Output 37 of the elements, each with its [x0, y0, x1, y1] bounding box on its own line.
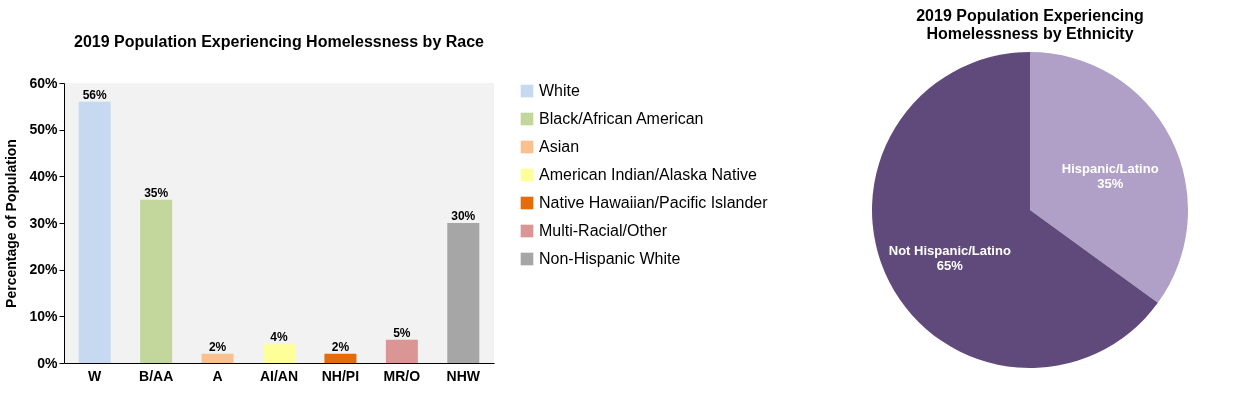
data-label: 5% [393, 325, 411, 340]
x-tick-label: NHW [446, 367, 481, 384]
chart-title: 2019 Population Experiencing Homelessness by Race [74, 33, 485, 50]
legend-label: Multi-Racial/Other [539, 222, 668, 239]
legend-label: American Indian/Alaska Native [539, 166, 757, 183]
y-tick-label: 20% [29, 261, 59, 278]
y-tick-label: 60% [29, 74, 59, 91]
slice-label: Not Hispanic/Latino [888, 242, 1011, 258]
legend-label: Black/African American [539, 110, 704, 127]
pie-slice [1030, 52, 1188, 303]
pie-slice [872, 52, 1158, 368]
chart-title: 2019 Population Experiencing Homelessness by Ethnicity [916, 7, 1144, 42]
data-label: 35% [144, 185, 169, 200]
x-tick-label: MR/O [383, 367, 421, 384]
y-tick-label: 30% [29, 214, 59, 231]
x-tick-label: A [212, 367, 223, 384]
data-label: 65% [936, 257, 964, 273]
y-tick-label: 40% [29, 167, 59, 184]
y-tick-label: 50% [29, 121, 59, 138]
legend-label: White [539, 82, 580, 99]
legend-label: Asian [539, 138, 580, 155]
y-axis-title: Percentage of Population [3, 139, 20, 308]
x-tick-label: W [88, 367, 103, 384]
legend-label: Native Hawaiian/Pacific Islander [539, 194, 769, 211]
data-label: 2% [208, 339, 227, 354]
data-label: 35% [1097, 176, 1124, 192]
x-tick-label: AI/AN [259, 367, 299, 384]
data-label: 2% [331, 339, 350, 354]
data-label: 30% [451, 209, 476, 223]
data-label: 56% [82, 87, 108, 102]
y-tick-label: 0% [37, 354, 59, 371]
y-tick-label: 10% [29, 307, 59, 324]
slice-label: Hispanic/Latino [1061, 161, 1159, 177]
data-label: 4% [270, 330, 288, 345]
legend-label: Non-Hispanic White [539, 250, 681, 267]
x-tick-label: NH/PI [321, 367, 360, 384]
x-tick-label: B/AA [139, 367, 174, 384]
